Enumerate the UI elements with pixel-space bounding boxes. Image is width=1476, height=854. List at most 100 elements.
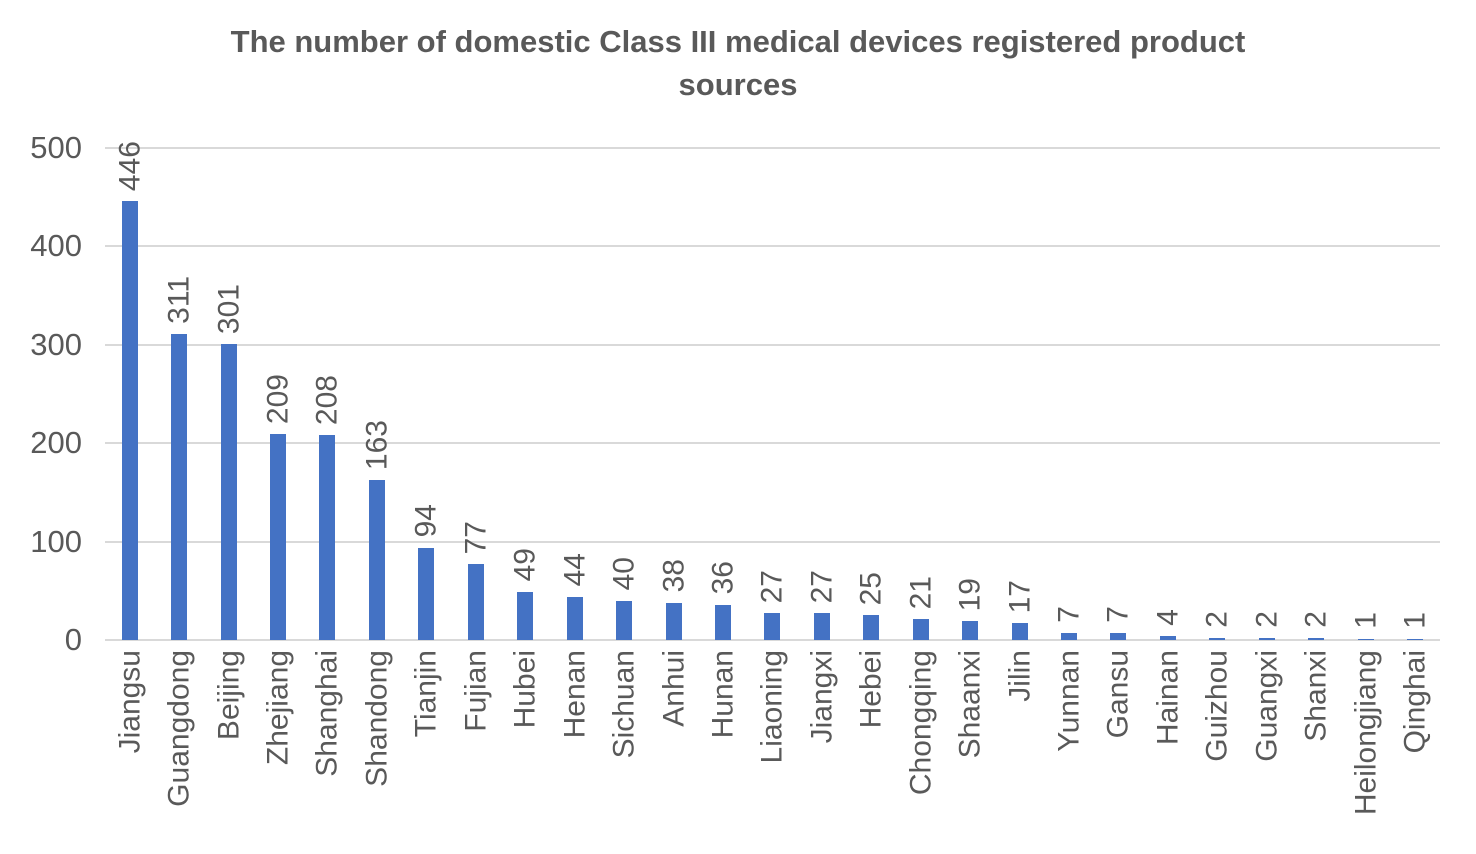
bar [467,564,484,640]
bar-column-guangdong: 311 Guangdong [154,148,203,807]
bar-column-sichuan: 40 Sichuan [599,148,648,758]
x-tick-label: Heilongjiang [1348,650,1382,816]
y-axis: 0 100 200 300 400 500 [0,130,82,657]
bar-column-hebei: 25 Hebei [847,148,896,728]
value-label: 301 [211,283,245,334]
value-label: 1 [1398,612,1432,630]
gridline-500 [105,147,1440,149]
value-label: 27 [755,570,789,604]
x-tick-label: Jiangsu [112,650,146,754]
value-label: 94 [409,504,443,538]
bar-column-hubei: 49 Hubei [501,148,550,728]
x-tick-label: Hainan [1151,650,1185,746]
bar-column-shaanxi: 19 Shaanxi [945,148,994,758]
bar [1159,636,1176,640]
bar-column-guizhou: 2 Guizhou [1193,148,1242,761]
bar-column-shanxi: 2 Shanxi [1292,148,1341,741]
gridline-300 [105,343,1440,346]
bar [517,591,534,640]
value-label: 4 [1151,609,1185,627]
bar [1308,638,1325,640]
bar [220,343,237,640]
value-label: 27 [805,570,839,604]
bar-column-henan: 44 Henan [550,148,599,738]
value-label: 2 [1200,611,1234,629]
value-label: 21 [903,575,937,610]
value-label: 44 [557,553,591,587]
bar [1209,638,1226,640]
value-label: 2 [1250,611,1284,629]
x-tick-label: Henan [557,650,591,739]
value-label: 446 [112,141,146,192]
value-label: 7 [1101,606,1135,624]
x-tick-label: Hebei [854,650,888,729]
x-tick-label: Shanxi [1299,650,1333,742]
x-tick-label: Shandong [360,650,394,787]
y-tick-label: 400 [30,228,82,264]
value-label: 77 [459,520,493,555]
x-tick-label: Sichuan [607,650,641,759]
bar [1061,633,1078,640]
bar [863,615,880,640]
bar [1357,639,1374,640]
x-tick-label: Guizhou [1200,650,1234,762]
gridline-200 [105,442,1440,445]
value-label: 38 [656,559,690,593]
bar-column-yunnan: 7 Yunnan [1044,148,1093,751]
y-tick-label: 300 [30,326,82,362]
bar-column-hainan: 4 Hainan [1143,148,1192,745]
value-label: 1 [1348,612,1382,630]
gridline-100 [105,540,1440,543]
x-tick-label: Qinghai [1398,650,1432,754]
chart-title-text: The number of domestic Class III medical… [230,24,1246,103]
x-tick-label: Gansu [1101,650,1135,739]
value-label: 17 [1002,579,1036,614]
bar [1258,638,1275,640]
value-label: 2 [1299,611,1333,629]
value-label: 311 [162,276,196,324]
bar [171,333,188,640]
bar-column-hunan: 36 Hunan [698,148,747,738]
value-label: 208 [310,375,344,426]
bar [566,596,583,640]
y-tick-label: 500 [30,130,82,165]
bar-column-guangxi: 2 Guangxi [1242,148,1291,761]
value-label: 36 [706,561,740,595]
bar-column-beijing: 301 Beijing [204,148,253,740]
bar [418,547,435,640]
x-tick-label: Tianjin [409,650,443,738]
chart-title: The number of domestic Class III medical… [0,20,1476,107]
bar [764,613,781,640]
bar-column-jiangxi: 27 Jiangxi [797,148,846,743]
x-tick-label: Chongqing [903,650,937,796]
y-tick-label: 0 [64,622,82,657]
x-tick-label: Jilin [1002,650,1036,702]
x-tick-label: Hunan [706,650,740,739]
value-label: 19 [953,577,987,612]
bar [813,613,830,640]
y-tick-label: 100 [30,523,82,559]
value-label: 49 [508,548,542,582]
x-tick-label: Shanghai [310,650,344,777]
bar [319,435,336,640]
bar-column-heilongjiang: 1 Heilongjiang [1341,148,1390,815]
value-label: 7 [1052,606,1086,624]
bar [912,619,929,640]
gridline-400 [105,245,1440,248]
bar-column-anhui: 38 Anhui [649,148,698,727]
bar-column-fujian: 77 Fujian [451,148,500,732]
bar-column-jilin: 17 Jilin [995,148,1044,702]
value-label: 209 [261,374,295,425]
bar-series: 446 Jiangsu 311 Guangdong 301 Beijing 209 Zheji… [105,141,1440,815]
bar-column-tianjin: 94 Tianjin [402,148,451,737]
x-tick-label: Yunnan [1052,650,1086,752]
bar [121,201,138,640]
value-label: 40 [607,557,641,591]
x-tick-label: Beijing [211,650,245,741]
x-tick-label: Anhui [656,650,690,727]
bar-column-shanghai: 208 Shanghai [303,148,352,777]
bar [714,604,731,640]
bar [1011,623,1028,640]
gridline-0 [105,639,1440,641]
bar [962,621,979,640]
